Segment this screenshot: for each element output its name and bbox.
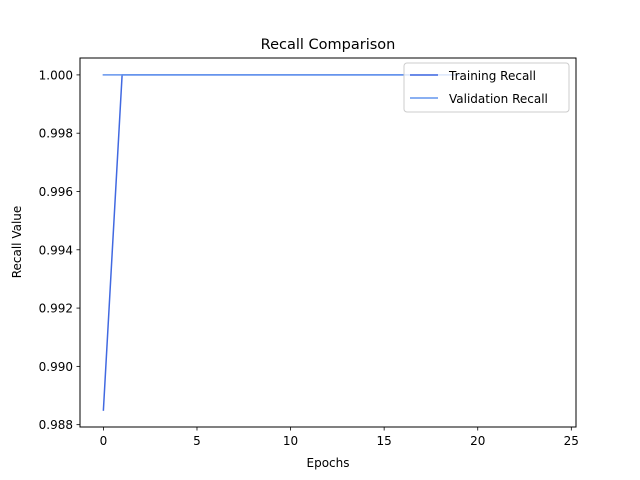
y-tick-label: 0.994	[39, 243, 73, 257]
y-tick-label: 0.990	[39, 360, 73, 374]
y-axis-ticks: 0.988 0.990 0.992 0.994 0.996 0.998 1.000	[39, 68, 80, 432]
x-tick-label: 20	[470, 434, 485, 448]
y-tick-label: 0.998	[39, 127, 73, 141]
y-axis-label: Recall Value	[10, 206, 24, 279]
series-lines	[102, 74, 460, 411]
y-tick-label: 0.988	[39, 418, 73, 432]
x-tick-label: 10	[283, 434, 298, 448]
x-tick-label: 25	[564, 434, 579, 448]
y-tick-label: 0.996	[39, 185, 73, 199]
legend-label-validation-recall: Validation Recall	[449, 92, 548, 106]
legend: Training Recall Validation Recall	[403, 62, 570, 113]
y-tick-label: 0.992	[39, 302, 73, 316]
x-axis-label: Epochs	[307, 456, 350, 470]
legend-box	[403, 62, 570, 113]
chart-title: Recall Comparison	[261, 37, 396, 53]
x-tick-label: 15	[377, 434, 392, 448]
plot-frame	[79, 57, 577, 428]
x-tick-label: 0	[100, 434, 108, 448]
legend-label-training-recall: Training Recall	[448, 69, 536, 83]
y-tick-label: 1.000	[39, 68, 73, 82]
x-axis-ticks: 0 5 10 15 20 25	[100, 427, 579, 448]
x-tick-label: 5	[193, 434, 201, 448]
